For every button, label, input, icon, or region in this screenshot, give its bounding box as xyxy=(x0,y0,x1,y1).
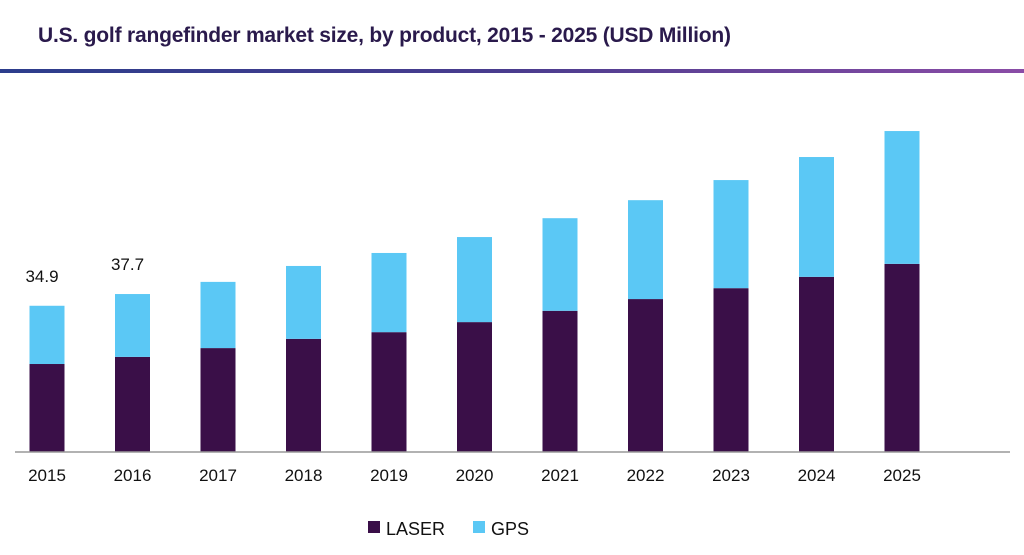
legend-label-laser: LASER xyxy=(386,519,445,539)
bar-laser-2018 xyxy=(286,338,321,452)
x-tick-label: 2017 xyxy=(199,466,237,485)
bar-laser-2021 xyxy=(542,310,578,452)
bar-laser-2023 xyxy=(713,288,749,452)
bar-laser-2015 xyxy=(29,364,65,452)
x-tick-label: 2022 xyxy=(627,466,665,485)
bar-gps-2024 xyxy=(799,157,834,277)
bar-gps-2023 xyxy=(713,180,749,289)
bar-gps-2018 xyxy=(286,265,321,339)
bar-laser-2019 xyxy=(371,332,407,452)
x-tick-label: 2024 xyxy=(798,466,836,485)
bar-gps-2020 xyxy=(457,237,492,323)
bar-laser-2024 xyxy=(799,276,834,452)
x-tick-label: 2023 xyxy=(712,466,750,485)
x-tick-label: 2016 xyxy=(114,466,152,485)
chart-title: U.S. golf rangefinder market size, by pr… xyxy=(38,24,731,47)
bar-laser-2017 xyxy=(200,348,236,452)
bar-gps-2022 xyxy=(628,200,663,300)
bar-gps-2019 xyxy=(371,252,407,333)
x-tick-label: 2025 xyxy=(883,466,921,485)
x-tick-label: 2021 xyxy=(541,466,579,485)
bar-gps-2015 xyxy=(29,305,65,365)
bar-gps-2025 xyxy=(884,131,920,264)
bar-laser-2022 xyxy=(628,299,663,452)
legend-swatch-laser xyxy=(368,521,380,533)
x-tick-label: 2018 xyxy=(285,466,323,485)
bar-gps-2016 xyxy=(115,294,150,357)
x-tick-label: 2015 xyxy=(28,466,66,485)
x-tick-label: 2020 xyxy=(456,466,494,485)
legend-label-gps: GPS xyxy=(491,519,529,539)
bar-gps-2017 xyxy=(200,281,236,349)
bar-laser-2020 xyxy=(457,322,492,452)
legend-swatch-gps xyxy=(473,521,485,533)
data-label: 34.9 xyxy=(25,267,58,286)
bar-laser-2025 xyxy=(884,263,920,452)
title-divider xyxy=(0,69,1024,73)
bar-laser-2016 xyxy=(115,356,150,452)
data-label: 37.7 xyxy=(111,255,144,274)
x-tick-label: 2019 xyxy=(370,466,408,485)
bar-gps-2021 xyxy=(542,218,578,311)
